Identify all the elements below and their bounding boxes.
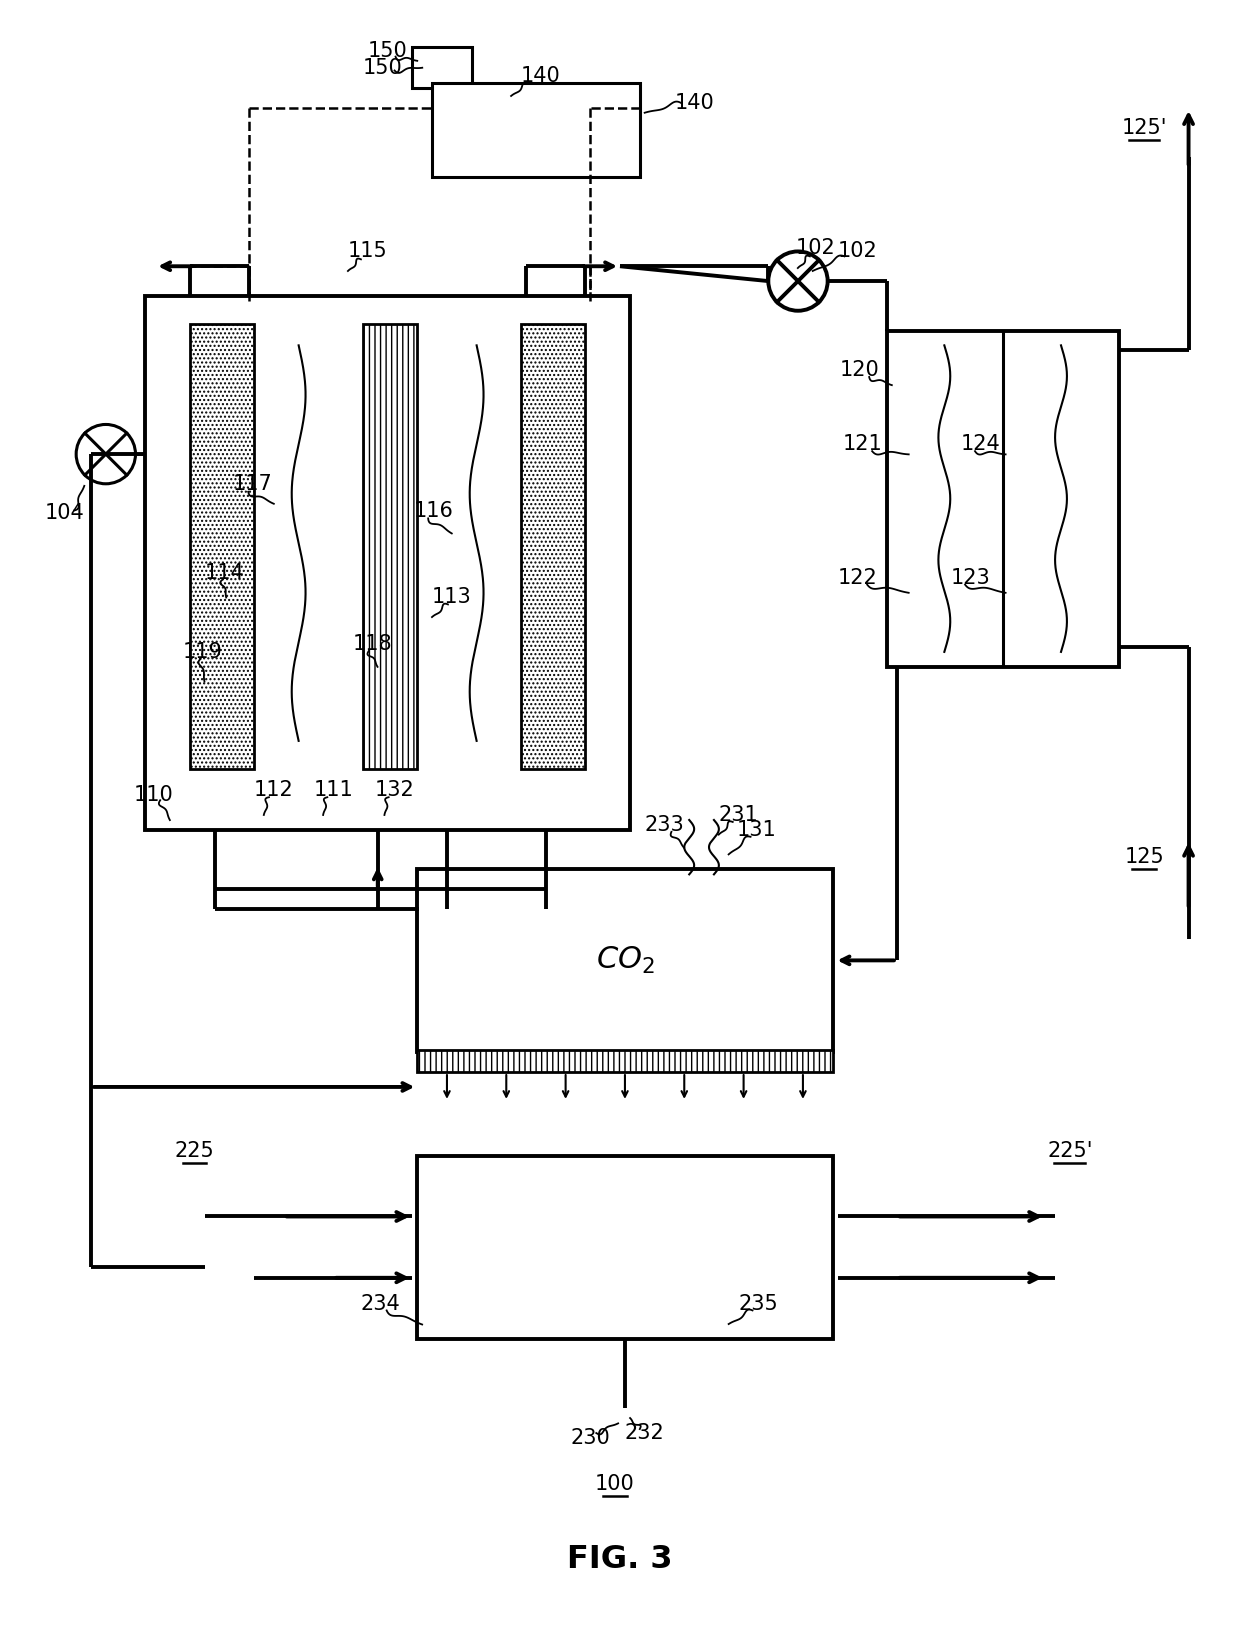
Text: 225: 225 xyxy=(175,1142,215,1162)
Text: 150: 150 xyxy=(368,41,408,61)
Text: 235: 235 xyxy=(739,1294,779,1314)
Bar xyxy=(521,324,585,769)
Text: 102: 102 xyxy=(796,239,836,258)
Text: 232: 232 xyxy=(625,1423,665,1443)
Bar xyxy=(413,47,471,88)
Text: 115: 115 xyxy=(348,242,388,262)
Text: 112: 112 xyxy=(254,780,294,800)
Bar xyxy=(418,869,832,1052)
Text: 122: 122 xyxy=(837,568,877,587)
Text: 124: 124 xyxy=(961,434,1001,455)
Bar xyxy=(418,1157,832,1340)
Bar xyxy=(363,324,418,769)
Text: 125: 125 xyxy=(1125,847,1164,867)
Text: FIG. 3: FIG. 3 xyxy=(567,1544,673,1575)
Bar xyxy=(190,324,254,769)
Text: 225': 225' xyxy=(1047,1142,1092,1162)
Text: 121: 121 xyxy=(842,434,882,455)
Text: 117: 117 xyxy=(232,474,272,494)
Text: 123: 123 xyxy=(951,568,991,587)
Text: 150: 150 xyxy=(363,57,403,77)
Text: 119: 119 xyxy=(182,641,223,663)
Text: 116: 116 xyxy=(414,502,454,522)
Text: 230: 230 xyxy=(570,1428,610,1448)
Text: 114: 114 xyxy=(205,563,244,582)
Text: 100: 100 xyxy=(595,1474,635,1494)
Text: 231: 231 xyxy=(719,805,759,825)
Text: $CO_2$: $CO_2$ xyxy=(595,946,655,977)
Text: 104: 104 xyxy=(45,504,84,524)
Text: 233: 233 xyxy=(645,815,684,834)
Text: 140: 140 xyxy=(675,93,714,113)
Text: 140: 140 xyxy=(521,67,560,87)
Text: 120: 120 xyxy=(839,360,879,380)
Text: 132: 132 xyxy=(374,780,414,800)
Text: 102: 102 xyxy=(837,242,877,262)
Text: 118: 118 xyxy=(353,635,393,654)
Bar xyxy=(887,330,1120,667)
Bar xyxy=(418,1050,832,1072)
Text: 125': 125' xyxy=(1121,118,1167,137)
Text: 110: 110 xyxy=(134,785,174,805)
Bar xyxy=(432,83,640,177)
Text: 113: 113 xyxy=(432,587,471,607)
Text: 131: 131 xyxy=(737,820,776,839)
Text: 111: 111 xyxy=(314,780,353,800)
Bar xyxy=(145,296,630,829)
Text: 234: 234 xyxy=(361,1294,401,1314)
